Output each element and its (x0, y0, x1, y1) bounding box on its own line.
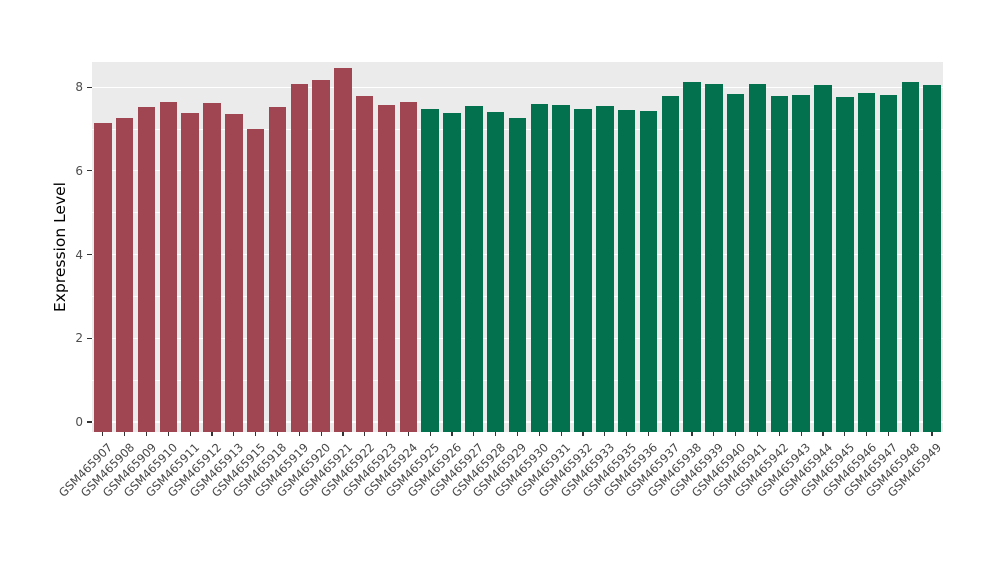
bar-GSM465913 (225, 114, 243, 432)
y-axis-tick (87, 253, 92, 256)
x-axis-tick (909, 432, 911, 436)
x-axis-tick (560, 432, 562, 436)
bar-GSM465941 (748, 84, 767, 432)
bar-GSM465926 (443, 113, 461, 432)
x-axis-tick (342, 432, 344, 436)
y-axis-tick (87, 170, 92, 172)
bar-GSM465939 (705, 83, 723, 432)
x-axis-tick (407, 432, 409, 436)
bar-GSM465938 (683, 81, 701, 432)
x-axis-tick (145, 432, 148, 436)
bar-GSM465907 (94, 122, 112, 432)
bar-GSM465924 (399, 101, 418, 432)
bar-GSM465910 (159, 101, 178, 432)
bar-GSM465930 (530, 103, 549, 432)
bar-GSM465919 (290, 84, 309, 432)
x-axis-tick (451, 432, 453, 436)
bar-GSM465928 (486, 112, 505, 432)
bar-GSM465920 (312, 80, 330, 432)
bar-GSM465927 (465, 105, 483, 432)
plot-panel (92, 62, 943, 432)
x-axis-tick (495, 432, 497, 436)
x-axis-tick (298, 432, 300, 436)
bar-GSM465940 (726, 94, 745, 432)
bar-GSM465912 (203, 103, 221, 432)
x-axis-tick (778, 432, 780, 436)
x-axis-tick (800, 432, 802, 436)
bar-GSM465943 (792, 94, 810, 432)
x-axis-tick (320, 432, 322, 436)
x-axis-tick (691, 432, 693, 436)
x-axis-tick (669, 432, 671, 436)
x-axis-tick (822, 432, 824, 436)
x-axis-tick (735, 432, 737, 436)
bar-GSM465947 (879, 94, 898, 432)
bar-GSM465948 (901, 82, 919, 432)
bar-GSM465915 (246, 128, 265, 432)
x-axis-tick (866, 432, 868, 436)
x-axis-tick (102, 432, 104, 436)
x-axis-tick (364, 432, 366, 436)
x-axis-tick (473, 432, 475, 436)
bar-GSM465923 (377, 105, 396, 432)
y-axis-title: Expression Level (51, 182, 69, 312)
bar-GSM465922 (356, 95, 374, 432)
x-axis-tick (189, 432, 191, 436)
y-axis-tick-label: 0 (75, 415, 83, 429)
gridline-major (92, 86, 943, 88)
y-axis-tick-label: 6 (75, 163, 83, 178)
x-axis-tick (255, 432, 257, 436)
bar-GSM465944 (814, 85, 832, 432)
x-axis-tick (604, 432, 606, 436)
bar-GSM465935 (617, 110, 636, 432)
bar-GSM465911 (181, 113, 199, 432)
bar-GSM465908 (116, 117, 134, 432)
x-axis-tick (647, 432, 649, 436)
bar-GSM465933 (596, 105, 614, 432)
x-axis-tick (844, 432, 846, 436)
y-axis-tick (87, 421, 92, 423)
bar-GSM465949 (923, 85, 941, 432)
bar-GSM465929 (508, 117, 527, 432)
x-axis-tick (276, 432, 279, 436)
bar-GSM465932 (574, 108, 592, 432)
x-axis-tick (167, 432, 169, 436)
y-axis-tick-label: 2 (75, 331, 83, 346)
y-axis-tick (87, 337, 92, 339)
x-axis-tick (124, 432, 126, 436)
bar-GSM465925 (421, 109, 439, 432)
bar-GSM465942 (770, 95, 789, 432)
x-axis-tick (429, 432, 431, 436)
bar-GSM465937 (661, 95, 679, 432)
x-axis-tick (931, 432, 933, 436)
x-axis-tick (887, 432, 890, 436)
x-axis-tick (756, 432, 759, 436)
bar-GSM465945 (836, 96, 854, 432)
bar-GSM465918 (268, 107, 287, 432)
x-axis-tick (233, 432, 235, 436)
bar-GSM465909 (137, 107, 156, 432)
y-axis-tick-label: 8 (75, 80, 83, 95)
x-axis-tick (516, 432, 519, 436)
y-axis-tick (87, 86, 92, 88)
bar-GSM465931 (552, 105, 570, 432)
x-axis-tick (211, 432, 213, 436)
x-axis-tick (538, 432, 540, 436)
bar-GSM465921 (334, 68, 352, 432)
y-axis-tick-label: 4 (75, 247, 83, 262)
x-axis-tick (713, 432, 715, 436)
x-axis-tick (582, 432, 584, 436)
bar-GSM465946 (857, 92, 876, 432)
x-axis-tick (385, 432, 388, 436)
bar-GSM465936 (639, 111, 658, 432)
x-axis-tick (626, 432, 628, 436)
